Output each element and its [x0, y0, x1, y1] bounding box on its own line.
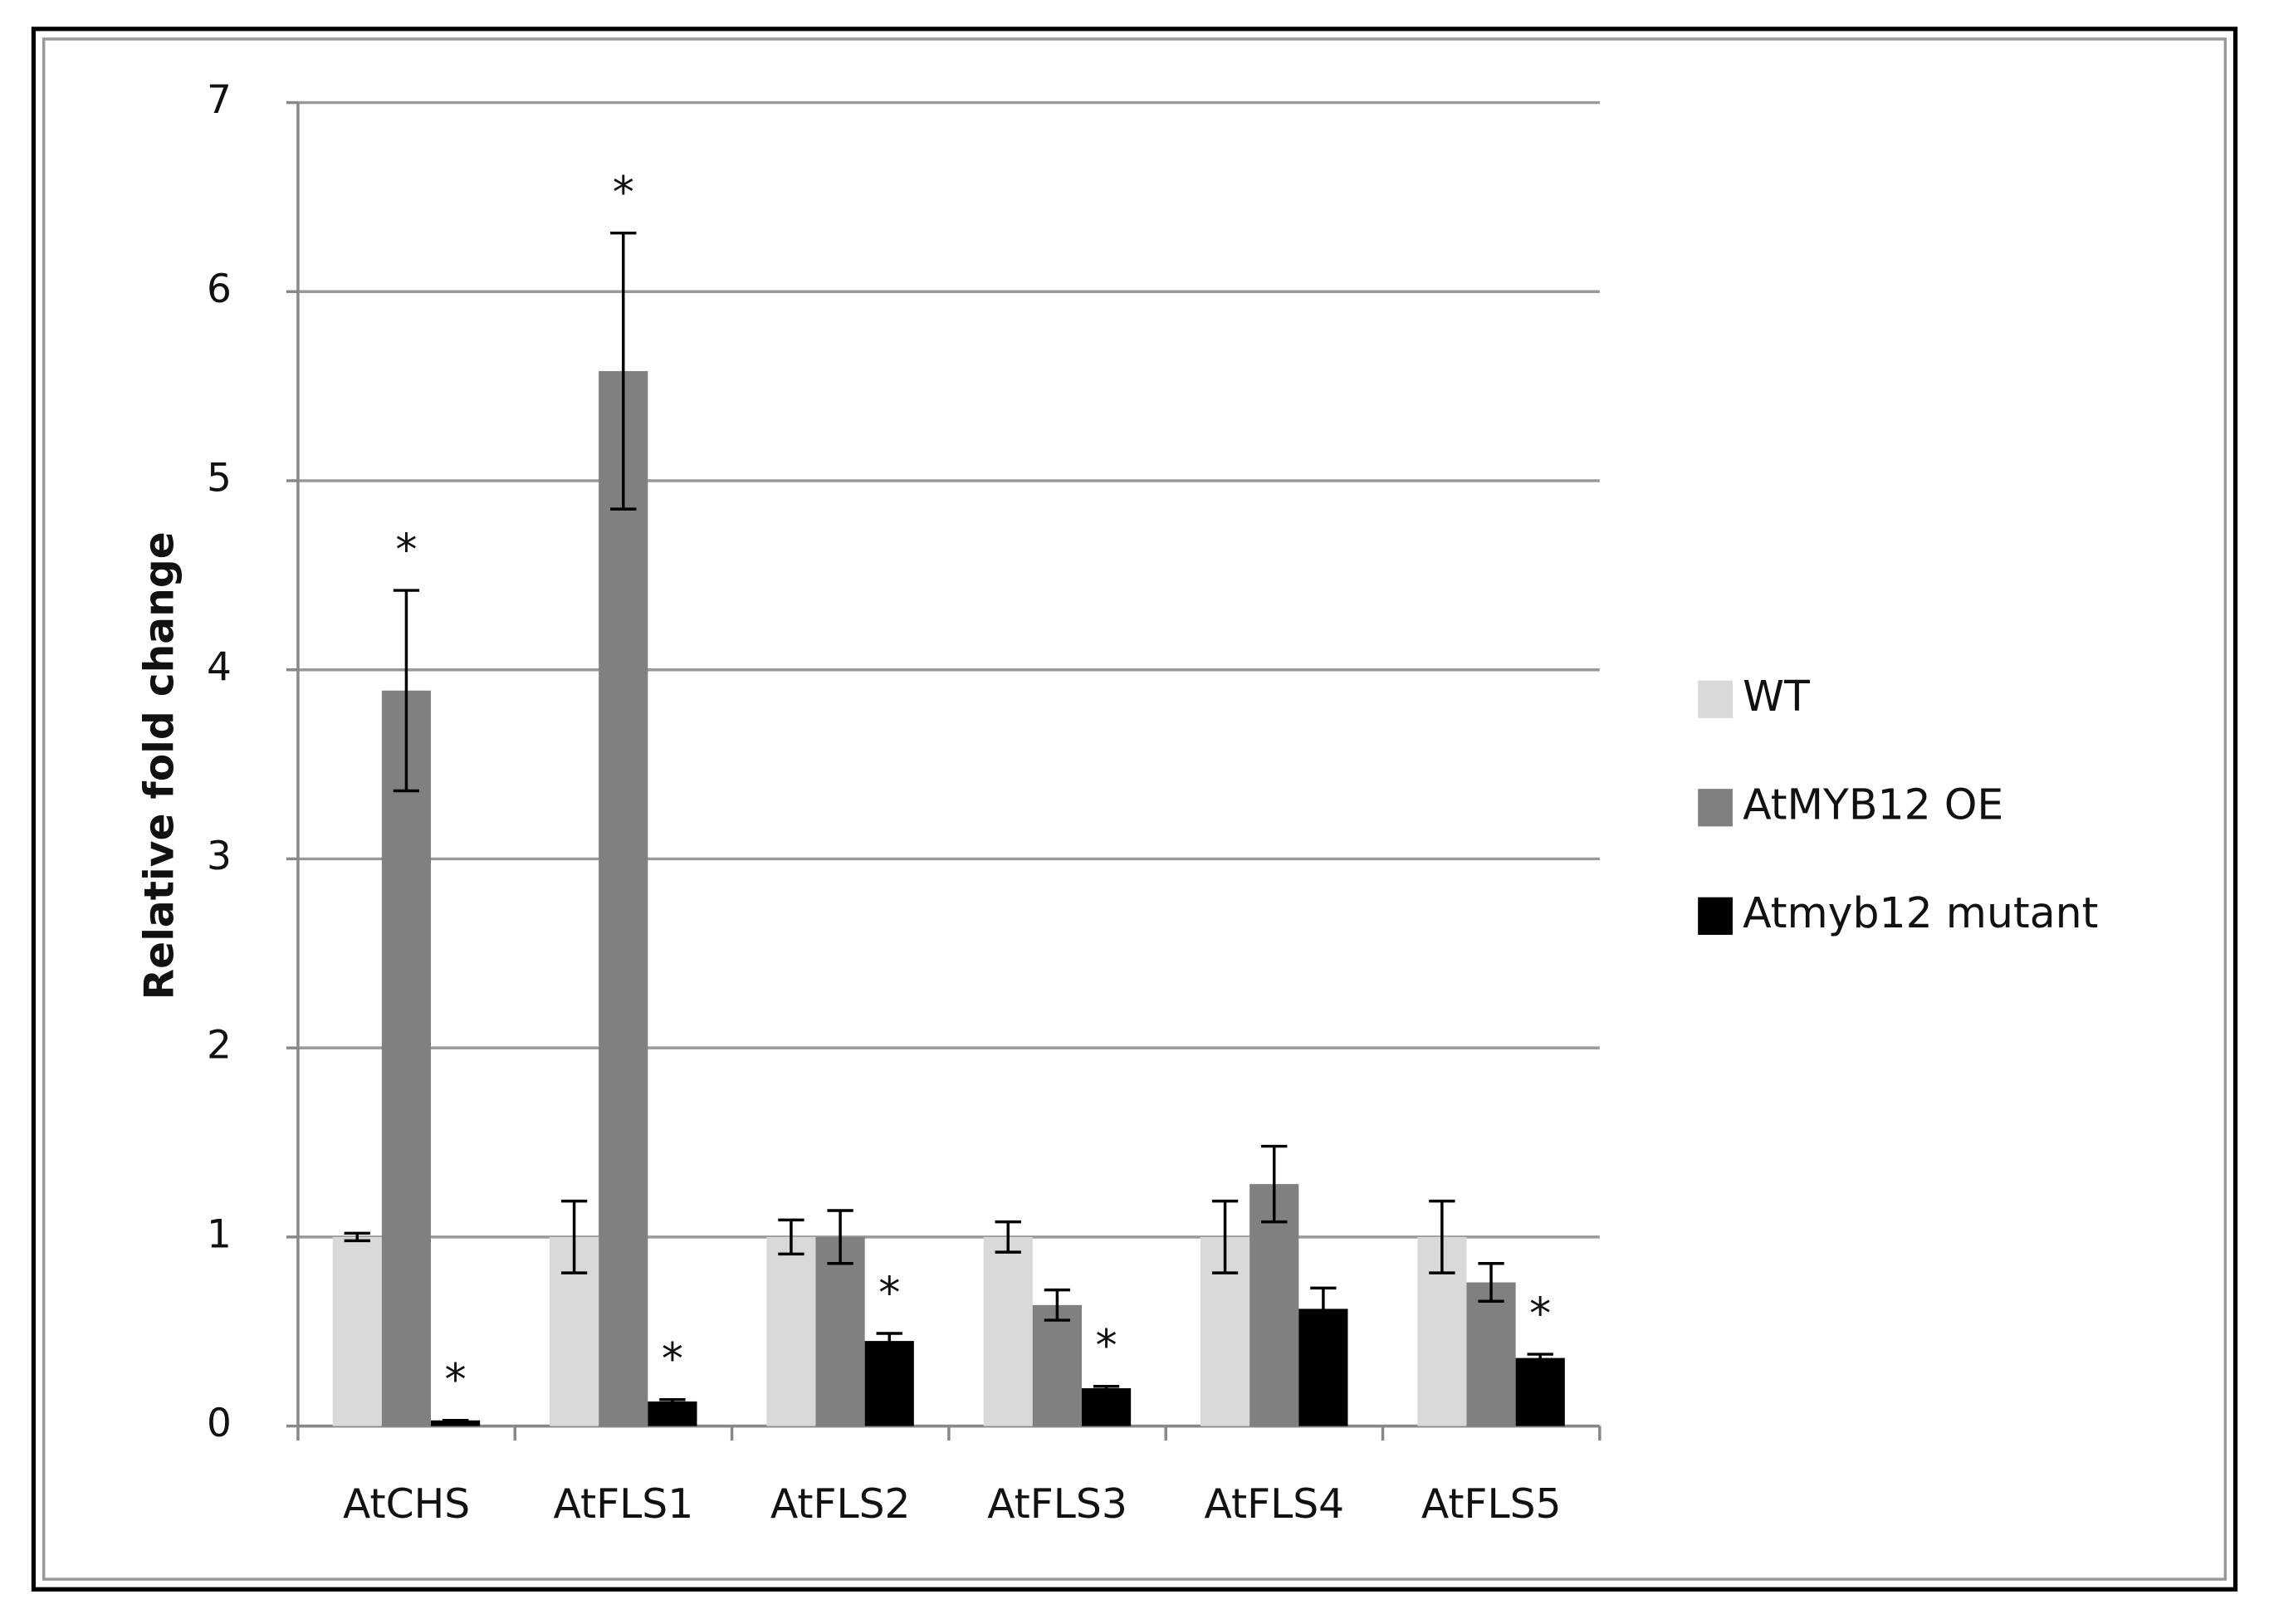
- bar: [431, 1420, 481, 1426]
- inner-frame: [42, 37, 2227, 1581]
- bar: [332, 1236, 382, 1426]
- y-tick-label: 7: [207, 77, 232, 123]
- y-tick-label: 2: [207, 1023, 232, 1069]
- bar: [766, 1236, 816, 1426]
- y-tick-label: 3: [207, 834, 232, 879]
- y-tick-label: 6: [207, 267, 232, 312]
- legend-swatch: [1698, 897, 1733, 935]
- legend-label: Atmyb12 mutant: [1743, 888, 2098, 937]
- bar: [381, 690, 432, 1426]
- bar: [983, 1236, 1033, 1426]
- significance-marker: *: [445, 1356, 467, 1406]
- bar: [1032, 1304, 1082, 1426]
- bar: [1249, 1184, 1299, 1426]
- x-tick-label: AtFLS5: [1421, 1481, 1562, 1528]
- x-tick-label: AtFLS3: [987, 1481, 1127, 1528]
- y-tick-label: 1: [207, 1211, 232, 1257]
- significance-marker: *: [1529, 1289, 1551, 1339]
- significance-marker: *: [662, 1334, 683, 1384]
- legend-label: WT: [1743, 672, 1810, 721]
- legend-label: AtMYB12 OE: [1743, 780, 2003, 829]
- x-tick-label: AtFLS4: [1205, 1481, 1345, 1528]
- bar: [1081, 1388, 1132, 1426]
- x-tick-label: AtFLS2: [770, 1481, 911, 1528]
- bar: [648, 1401, 697, 1426]
- significance-marker: *: [613, 168, 634, 218]
- y-tick-label: 5: [207, 455, 232, 501]
- bar: [864, 1341, 914, 1426]
- significance-marker: *: [878, 1269, 900, 1318]
- bar: [815, 1236, 865, 1426]
- legend-swatch: [1698, 789, 1733, 827]
- bar: [1515, 1357, 1565, 1426]
- bar: [599, 370, 648, 1426]
- x-tick-label: AtCHS: [343, 1481, 470, 1528]
- y-tick-label: 4: [207, 644, 232, 690]
- x-tick-label: AtFLS1: [554, 1481, 694, 1528]
- significance-marker: *: [1096, 1322, 1117, 1372]
- legend-swatch: [1698, 680, 1733, 718]
- y-axis-label: Relative fold change: [136, 531, 183, 1000]
- y-tick-label: 0: [207, 1401, 232, 1446]
- significance-marker: *: [395, 526, 417, 575]
- bar: [1466, 1282, 1516, 1426]
